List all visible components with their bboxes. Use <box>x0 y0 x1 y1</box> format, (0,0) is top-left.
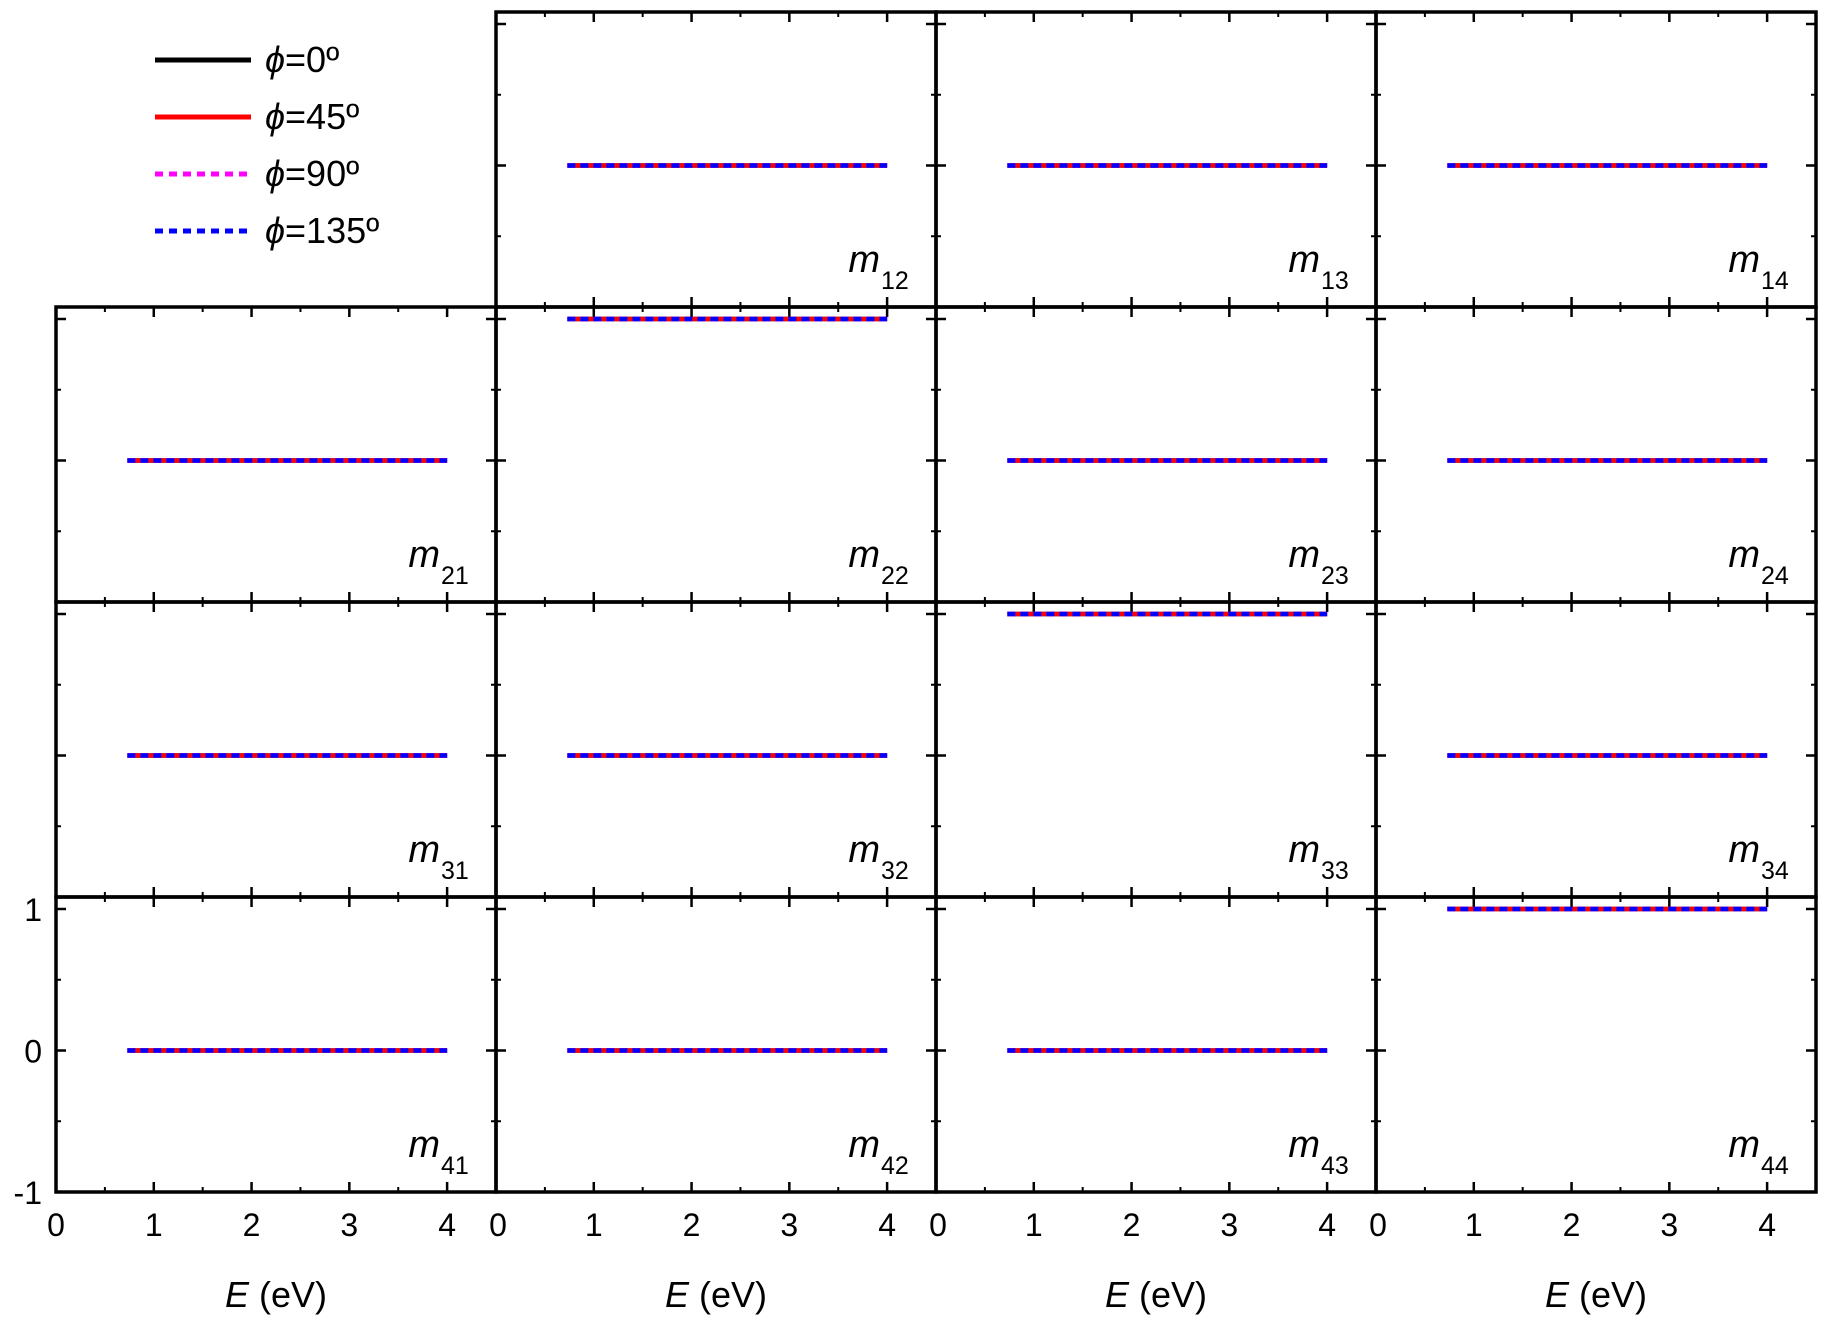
x-tick-label: 3 <box>1660 1207 1678 1243</box>
x-axis-label-unit: (eV) <box>689 1274 767 1315</box>
y-tick-label: 0 <box>24 1034 42 1070</box>
panel-label-letter: m <box>408 1124 440 1166</box>
panel-label-subscript: 21 <box>441 562 469 590</box>
panel-label-subscript: 43 <box>1321 1152 1349 1180</box>
panel-label-letter: m <box>1288 239 1320 281</box>
panel-label-letter: m <box>1288 534 1320 576</box>
x-tick-label: 2 <box>243 1207 261 1243</box>
panel-label-letter: m <box>1728 534 1760 576</box>
legend-entry-0: ϕ=0º <box>265 39 339 80</box>
x-tick-label: 1 <box>145 1207 163 1243</box>
x-axis-label: E (eV) <box>665 1274 767 1315</box>
panel-label-subscript: 23 <box>1321 562 1349 590</box>
legend-label: =0º <box>285 39 339 80</box>
x-tick-label: 2 <box>683 1207 701 1243</box>
x-tick-label: 2 <box>1123 1207 1141 1243</box>
x-axis-label: E (eV) <box>1545 1274 1647 1315</box>
panel-label-subscript: 41 <box>441 1152 469 1180</box>
panel-label-letter: m <box>408 829 440 871</box>
panel-label-letter: m <box>1288 1124 1320 1166</box>
x-tick-label: 1 <box>585 1207 603 1243</box>
x-tick-label: 3 <box>780 1207 798 1243</box>
x-axis-label-symbol: E <box>665 1274 690 1315</box>
x-tick-label: 1 <box>1025 1207 1043 1243</box>
panel-label-subscript: 32 <box>881 857 909 885</box>
x-axis-label-symbol: E <box>1545 1274 1570 1315</box>
x-axis-label: E (eV) <box>1105 1274 1207 1315</box>
x-axis-label-symbol: E <box>225 1274 250 1315</box>
legend-phi-symbol: ϕ <box>265 153 285 194</box>
x-tick-label: 0 <box>47 1207 65 1243</box>
x-axis-label-unit: (eV) <box>249 1274 327 1315</box>
legend-label: =135º <box>285 210 379 251</box>
panel-label-subscript: 12 <box>881 267 909 295</box>
x-tick-label: 0 <box>1369 1207 1387 1243</box>
panel-label-subscript: 14 <box>1761 267 1789 295</box>
panel-label-subscript: 42 <box>881 1152 909 1180</box>
legend-label: =45º <box>285 96 359 137</box>
panel-label-subscript: 33 <box>1321 857 1349 885</box>
panel-frame-m44 <box>1374 895 1818 1194</box>
legend-label: =90º <box>285 153 359 194</box>
y-tick-label: 1 <box>24 892 42 928</box>
x-axis-label-unit: (eV) <box>1569 1274 1647 1315</box>
panel-label-subscript: 34 <box>1761 857 1789 885</box>
panel-label-letter: m <box>1288 829 1320 871</box>
legend-entry-1: ϕ=45º <box>265 96 359 137</box>
x-tick-label: 0 <box>489 1207 507 1243</box>
legend-entry-3: ϕ=135º <box>265 210 379 251</box>
panel-label-subscript: 24 <box>1761 562 1789 590</box>
panel-label-letter: m <box>848 1124 880 1166</box>
x-tick-label: 4 <box>878 1207 896 1243</box>
x-tick-label: 4 <box>438 1207 456 1243</box>
panel-label-letter: m <box>848 829 880 871</box>
x-tick-label: 4 <box>1318 1207 1336 1243</box>
panel-label-letter: m <box>848 239 880 281</box>
x-tick-label: 3 <box>1220 1207 1238 1243</box>
legend-phi-symbol: ϕ <box>265 96 285 137</box>
x-axis-label-symbol: E <box>1105 1274 1130 1315</box>
panel-label-subscript: 13 <box>1321 267 1349 295</box>
y-tick-label: -1 <box>14 1175 42 1211</box>
x-tick-label: 0 <box>929 1207 947 1243</box>
panel-label-subscript: 22 <box>881 562 909 590</box>
x-tick-label: 4 <box>1758 1207 1776 1243</box>
legend-phi-symbol: ϕ <box>265 39 285 80</box>
panel-label-letter: m <box>1728 239 1760 281</box>
panel-label-letter: m <box>408 534 440 576</box>
x-axis-label-unit: (eV) <box>1129 1274 1207 1315</box>
panel-label-subscript: 44 <box>1761 1152 1789 1180</box>
legend-phi-symbol: ϕ <box>265 210 285 251</box>
x-tick-label: 3 <box>340 1207 358 1243</box>
panel-label-letter: m <box>1728 829 1760 871</box>
x-axis-label: E (eV) <box>225 1274 327 1315</box>
panel-label-letter: m <box>848 534 880 576</box>
x-tick-label: 1 <box>1465 1207 1483 1243</box>
panel-label-letter: m <box>1728 1124 1760 1166</box>
legend-entry-2: ϕ=90º <box>265 153 359 194</box>
panel-label-subscript: 31 <box>441 857 469 885</box>
x-tick-label: 2 <box>1563 1207 1581 1243</box>
